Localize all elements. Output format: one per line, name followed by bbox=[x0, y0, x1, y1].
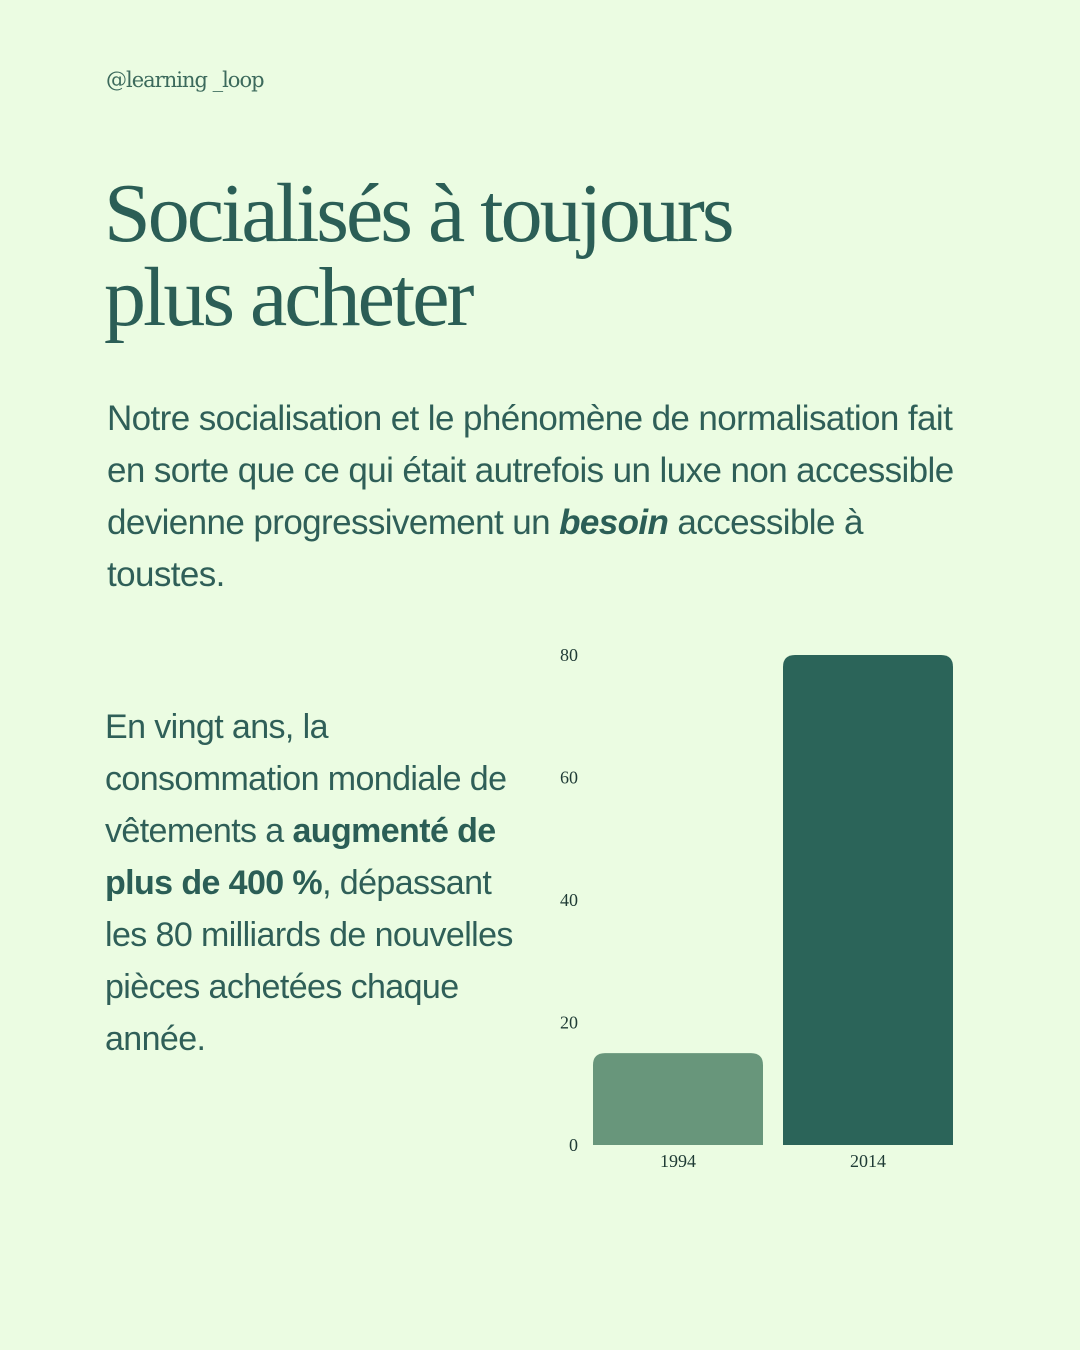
title-line-1: Socialisés à toujours bbox=[104, 167, 735, 260]
y-tick-label: 80 bbox=[560, 645, 578, 665]
bars bbox=[593, 655, 953, 1145]
intro-text-before: Notre socialisation et le phénomène de n… bbox=[107, 399, 954, 542]
y-tick-label: 0 bbox=[569, 1135, 578, 1155]
y-axis: 0 20 40 60 80 bbox=[560, 645, 578, 1155]
intro-text-after: accessible à toustes. bbox=[107, 503, 863, 594]
stat-text-before: En vingt ans, la consommation mondiale d… bbox=[105, 708, 507, 850]
y-tick-label: 20 bbox=[560, 1013, 578, 1033]
x-tick-label: 2014 bbox=[850, 1151, 886, 1171]
y-tick-label: 60 bbox=[560, 768, 578, 788]
intro-paragraph: Notre socialisation et le phénomène de n… bbox=[107, 393, 987, 601]
bar-chart: 0 20 40 60 80 1994 2014 bbox=[560, 645, 953, 1171]
stat-emphasis: augmenté de plus de 400 % bbox=[105, 812, 496, 902]
x-tick-label: 1994 bbox=[660, 1151, 696, 1171]
bar-2014 bbox=[783, 655, 953, 1145]
stat-paragraph: En vingt ans, la consommation mondiale d… bbox=[105, 701, 525, 1065]
title-line-2: plus acheter bbox=[104, 251, 474, 344]
page-title: Socialisés à toujours plus acheter bbox=[104, 172, 1004, 340]
account-handle: @learning _loop bbox=[106, 68, 265, 92]
intro-emphasis: besoin bbox=[559, 503, 669, 542]
stat-text-after: , dépassant les 80 milliards de nouvelle… bbox=[105, 864, 513, 1058]
x-axis: 1994 2014 bbox=[660, 1151, 886, 1171]
y-tick-label: 40 bbox=[560, 890, 578, 910]
bar-1994 bbox=[593, 1053, 763, 1145]
